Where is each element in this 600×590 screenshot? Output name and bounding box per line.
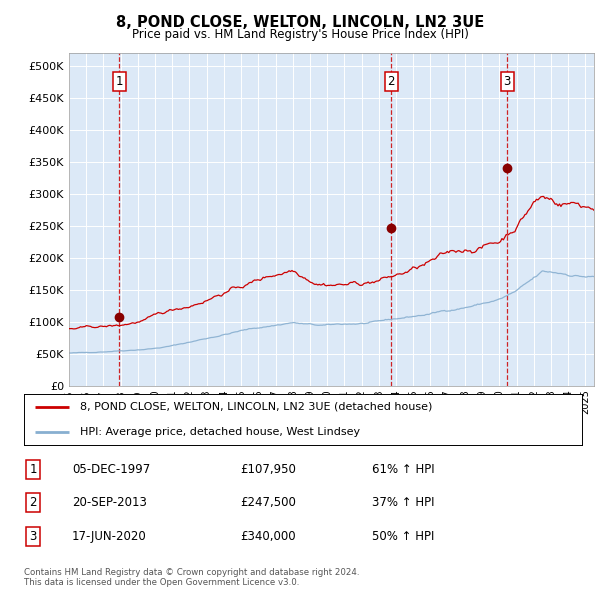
Text: 8, POND CLOSE, WELTON, LINCOLN, LN2 3UE: 8, POND CLOSE, WELTON, LINCOLN, LN2 3UE xyxy=(116,15,484,30)
Text: 2: 2 xyxy=(388,76,395,88)
Text: HPI: Average price, detached house, West Lindsey: HPI: Average price, detached house, West… xyxy=(80,428,360,437)
Text: 3: 3 xyxy=(29,530,37,543)
Text: 37% ↑ HPI: 37% ↑ HPI xyxy=(372,496,434,509)
Text: £247,500: £247,500 xyxy=(240,496,296,509)
Text: 3: 3 xyxy=(503,76,511,88)
Text: £107,950: £107,950 xyxy=(240,463,296,476)
Text: £340,000: £340,000 xyxy=(240,530,296,543)
Text: 1: 1 xyxy=(116,76,123,88)
Text: 17-JUN-2020: 17-JUN-2020 xyxy=(72,530,147,543)
Text: 05-DEC-1997: 05-DEC-1997 xyxy=(72,463,150,476)
Text: 50% ↑ HPI: 50% ↑ HPI xyxy=(372,530,434,543)
Text: 20-SEP-2013: 20-SEP-2013 xyxy=(72,496,147,509)
Text: Price paid vs. HM Land Registry's House Price Index (HPI): Price paid vs. HM Land Registry's House … xyxy=(131,28,469,41)
Text: 8, POND CLOSE, WELTON, LINCOLN, LN2 3UE (detached house): 8, POND CLOSE, WELTON, LINCOLN, LN2 3UE … xyxy=(80,402,432,411)
Text: 2: 2 xyxy=(29,496,37,509)
Text: 1: 1 xyxy=(29,463,37,476)
Text: Contains HM Land Registry data © Crown copyright and database right 2024.
This d: Contains HM Land Registry data © Crown c… xyxy=(24,568,359,587)
Text: 61% ↑ HPI: 61% ↑ HPI xyxy=(372,463,434,476)
